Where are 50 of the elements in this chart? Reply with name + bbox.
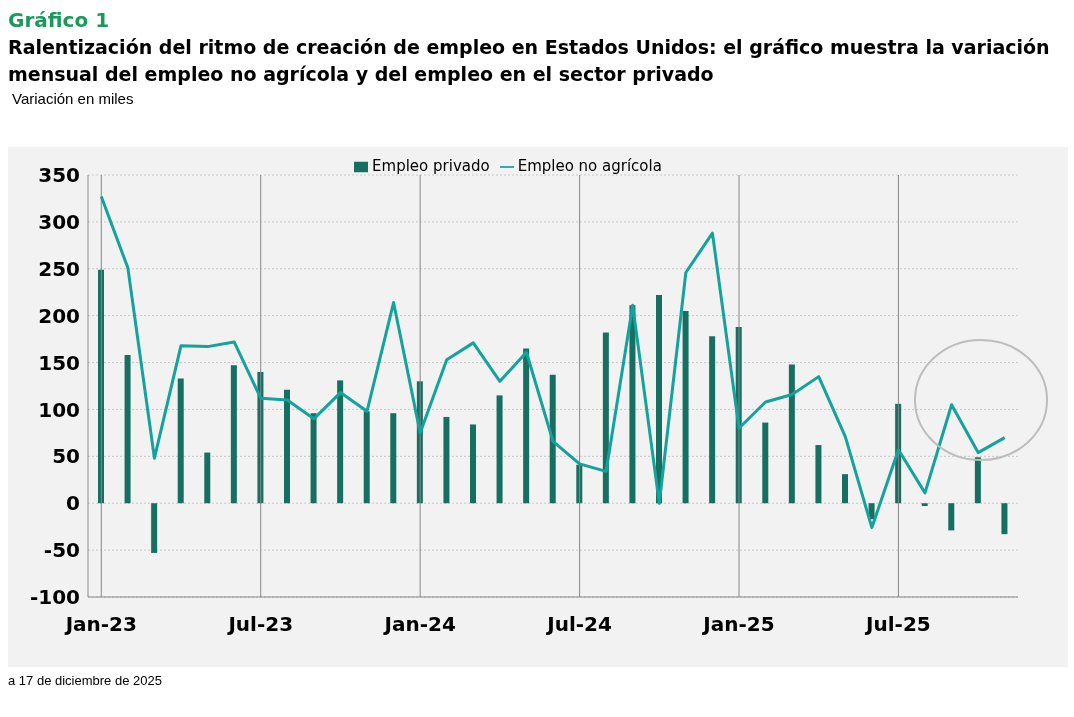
chart-title: Gráfico 1: [8, 8, 111, 32]
y-tick-label: -50: [43, 538, 80, 563]
chart-subtitle: Ralentización del ritmo de creación de empleo en Estados Unidos: el gráfico muestra la variación mensual del empleo no agrícola y del empleo en el sector privado: [8, 35, 1051, 87]
x-tick-label: Jan-25: [701, 612, 775, 637]
bar: [948, 503, 955, 531]
bar: [151, 503, 158, 553]
bar: [390, 413, 397, 504]
bar: [177, 378, 184, 504]
bar: [230, 365, 237, 504]
y-tick-label: 150: [38, 350, 80, 375]
y-tick-label: 250: [38, 256, 80, 281]
y-tick-label: 0: [66, 491, 80, 516]
bar: [682, 310, 689, 504]
bar: [310, 413, 317, 504]
bar: [921, 503, 928, 507]
bar: [974, 457, 981, 504]
y-axis-title: Variación en miles: [12, 90, 135, 107]
bar: [788, 364, 795, 504]
legend-label: Empleo privado: [372, 157, 490, 175]
y-tick-label: 350: [38, 163, 80, 188]
y-tick-label: 50: [52, 444, 80, 469]
text: a 17 de diciembre de 2025: [8, 673, 163, 688]
x-tick-label: Jan-24: [382, 612, 456, 637]
bar: [496, 395, 503, 504]
x-tick-label: Jul-24: [545, 612, 612, 637]
bar: [549, 374, 556, 504]
bar: [762, 422, 769, 504]
y-tick-label: 300: [38, 209, 80, 234]
x-tick-label: Jul-23: [226, 612, 294, 637]
bar: [470, 424, 476, 504]
y-tick-label: 200: [38, 303, 80, 328]
bar: [284, 389, 290, 504]
x-tick-label: Jul-25: [864, 612, 931, 637]
bar: [523, 348, 530, 504]
line-series: [99, 195, 1007, 530]
bar: [709, 336, 716, 504]
bar: [204, 452, 211, 504]
bar: [842, 474, 848, 504]
bar: [337, 380, 344, 504]
bar: [363, 411, 370, 504]
bar: [602, 332, 609, 504]
bar: [815, 445, 822, 504]
legend-label: Empleo no agrícola: [517, 157, 662, 175]
y-tick-label: -100: [29, 585, 80, 610]
bar: [124, 355, 131, 504]
bar: [1001, 503, 1008, 535]
x-tick-label: Jan-23: [63, 612, 137, 637]
bar: [443, 416, 450, 504]
y-tick-label: 100: [38, 397, 80, 422]
bar: [629, 305, 636, 504]
